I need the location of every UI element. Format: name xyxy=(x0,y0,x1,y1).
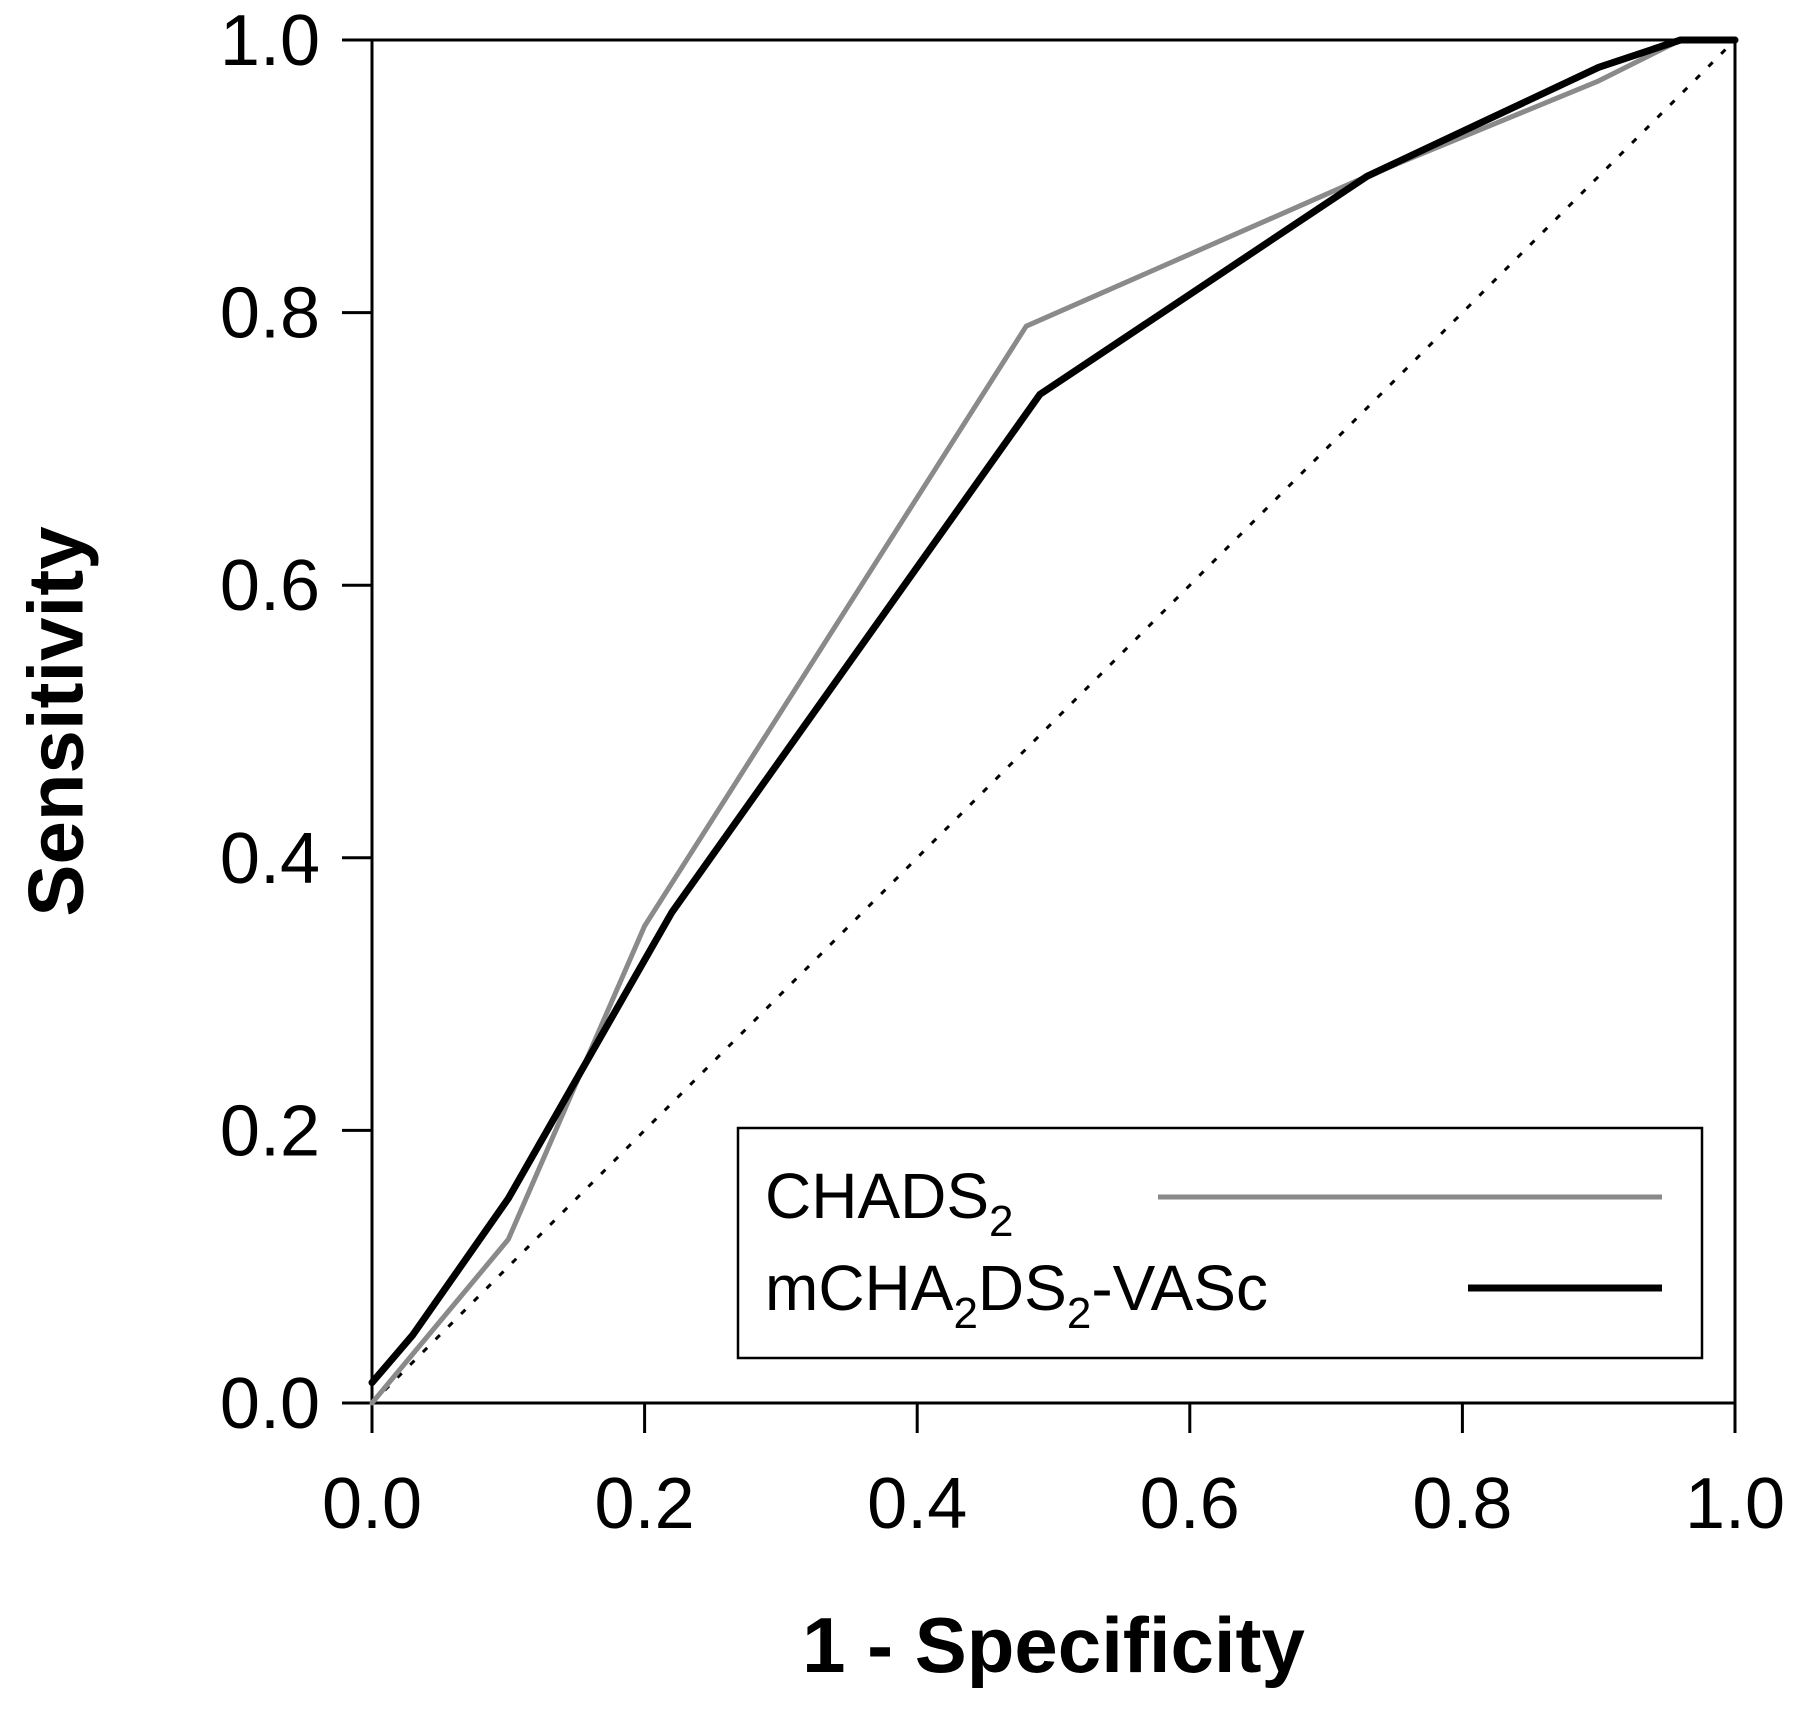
x-tick-label: 0.2 xyxy=(595,1464,695,1544)
y-tick-label: 0.6 xyxy=(220,546,320,626)
y-tick-label: 1.0 xyxy=(220,1,320,81)
x-tick-label: 0.8 xyxy=(1412,1464,1512,1544)
roc-chart: 0.0 0.2 0.4 0.6 0.8 1.0 0.0 0.2 0.4 0.6 0.8 1.0 CHA… xyxy=(0,0,1800,1722)
y-tick-label: 0.2 xyxy=(220,1091,320,1171)
y-tick-label: 0.8 xyxy=(220,274,320,354)
x-tick-label: 0.0 xyxy=(322,1464,422,1544)
y-tick-label: 0.4 xyxy=(220,819,320,899)
y-axis-title: Sensitivity xyxy=(12,526,100,916)
x-tick-label: 0.6 xyxy=(1140,1464,1240,1544)
y-tick-label: 0.0 xyxy=(220,1364,320,1444)
x-tick-label: 0.4 xyxy=(867,1464,967,1544)
x-axis-title: 1 - Specificity xyxy=(802,1601,1305,1689)
x-tick-label: 1.0 xyxy=(1685,1464,1785,1544)
